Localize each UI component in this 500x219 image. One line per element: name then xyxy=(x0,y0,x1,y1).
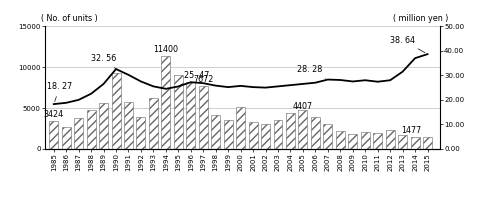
Text: 7672: 7672 xyxy=(193,75,214,84)
Bar xyxy=(224,120,232,149)
Bar xyxy=(410,137,420,149)
Bar xyxy=(186,82,196,149)
Bar xyxy=(211,115,220,149)
Bar xyxy=(174,74,183,149)
Bar xyxy=(274,120,282,149)
Text: 3424: 3424 xyxy=(44,110,64,119)
Bar xyxy=(248,122,258,149)
Bar xyxy=(348,134,358,149)
Bar xyxy=(336,131,345,149)
Bar xyxy=(149,98,158,149)
Bar xyxy=(286,113,295,149)
Bar xyxy=(236,107,245,149)
Bar xyxy=(373,133,382,149)
Bar xyxy=(74,118,83,149)
Bar xyxy=(361,132,370,149)
Bar xyxy=(124,102,133,149)
Bar xyxy=(423,137,432,149)
Bar xyxy=(261,124,270,149)
Bar xyxy=(398,135,407,149)
Bar xyxy=(311,117,320,149)
Bar xyxy=(162,56,170,149)
Bar xyxy=(386,130,394,149)
Bar xyxy=(136,117,145,149)
Bar xyxy=(298,110,308,149)
Bar xyxy=(49,121,58,149)
Bar xyxy=(199,86,207,149)
Text: ( No. of units ): ( No. of units ) xyxy=(41,14,98,23)
Text: 1477: 1477 xyxy=(401,126,421,135)
Bar xyxy=(99,103,108,149)
Bar xyxy=(86,111,96,149)
Text: 11400: 11400 xyxy=(154,45,178,54)
Bar xyxy=(324,124,332,149)
Text: 18. 27: 18. 27 xyxy=(48,82,72,101)
Text: 32. 56: 32. 56 xyxy=(91,54,116,69)
Text: 38. 64: 38. 64 xyxy=(390,36,425,53)
Text: 4407: 4407 xyxy=(293,102,313,111)
Bar xyxy=(62,127,70,149)
Text: ( million yen ): ( million yen ) xyxy=(392,14,448,23)
Bar xyxy=(112,73,120,149)
Text: 28. 28: 28. 28 xyxy=(296,65,326,78)
Text: 25. 47: 25. 47 xyxy=(180,71,210,85)
